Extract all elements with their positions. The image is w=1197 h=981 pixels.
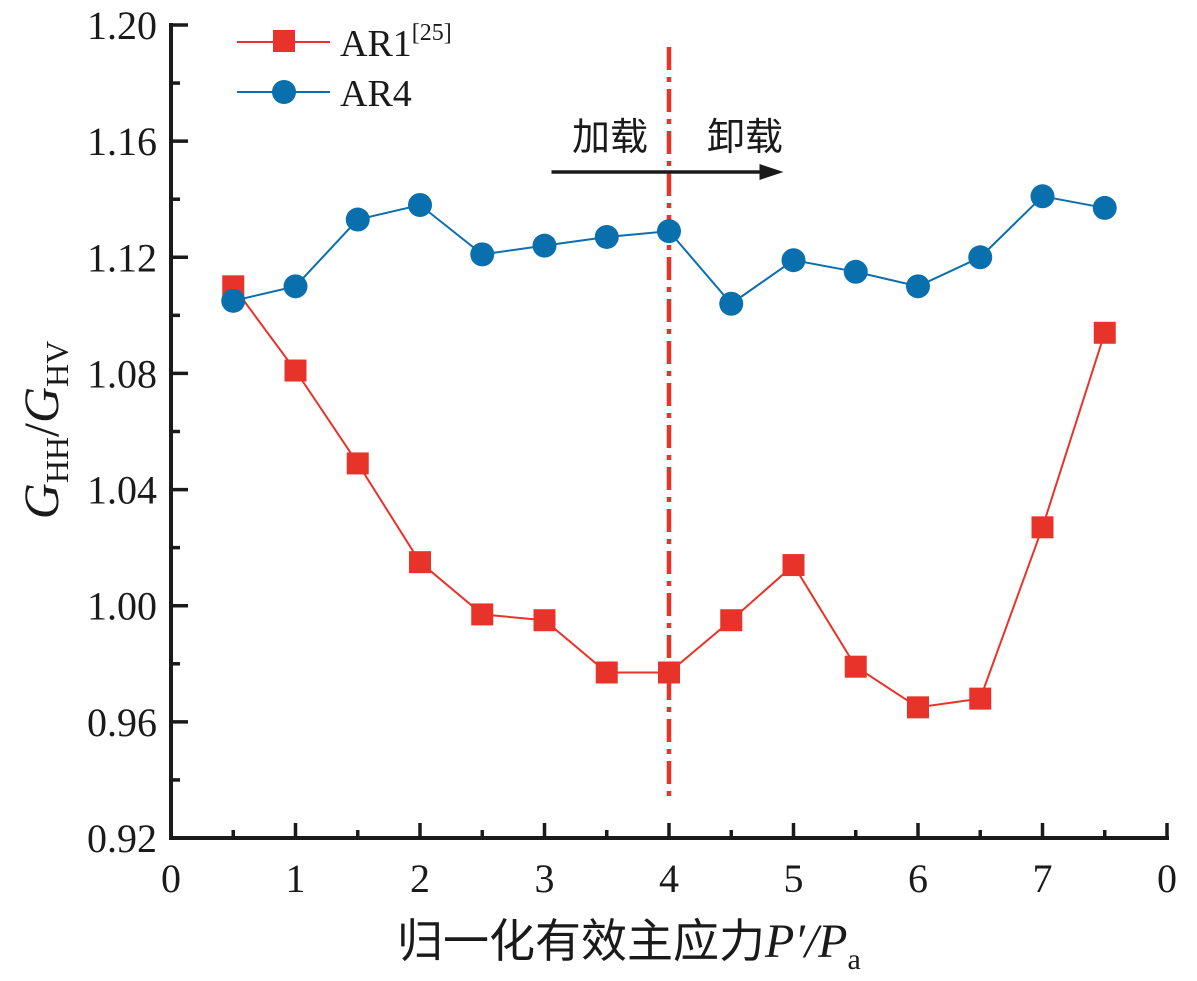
x-tick-label: 2 (410, 856, 430, 901)
data-point-ar1 (720, 609, 743, 632)
y-label-slash: / (13, 423, 69, 437)
y-tick-label: 0.92 (87, 816, 157, 861)
data-point-ar4 (221, 288, 246, 313)
legend-label-ar1-sup: [25] (412, 20, 452, 46)
data-point-ar1 (533, 609, 556, 632)
y-label-num: G (13, 483, 69, 519)
data-point-ar1 (969, 687, 992, 710)
annotations: 加载 卸载 (551, 47, 784, 803)
data-point-ar1 (595, 661, 618, 684)
data-point-ar1 (471, 603, 494, 626)
x-tick-label: 5 (784, 856, 804, 901)
data-point-ar4 (719, 291, 744, 316)
x-label-text: 归一化有效主应力 (397, 914, 765, 968)
y-tick-label: 1.08 (87, 351, 157, 396)
y-label-den: G (13, 387, 69, 423)
data-point-ar1 (1031, 516, 1054, 539)
y-tick-label: 1.12 (87, 235, 157, 280)
legend-item-ar1: AR1[25] (237, 20, 452, 65)
data-point-ar1 (409, 551, 431, 574)
data-point-ar4 (968, 245, 993, 270)
x-label-var: P′/P (764, 915, 847, 968)
y-label-den-sub: HV (39, 341, 75, 387)
x-tick-label: 1 (286, 856, 306, 901)
legend-item-ar4: AR4 (237, 73, 412, 115)
legend-label-ar1-name: AR1 (340, 23, 412, 65)
legend-marker-ar1 (273, 30, 295, 52)
ticks (169, 23, 1169, 840)
direction-arrow-head (759, 164, 784, 180)
x-tick-label: 7 (1033, 856, 1053, 901)
data-point-ar4 (843, 259, 868, 284)
y-label-num-sub: HH (39, 437, 75, 483)
y-tick-label: 1.20 (87, 3, 157, 48)
data-point-ar1 (1093, 321, 1116, 344)
data-point-ar4 (470, 242, 495, 267)
data-point-ar4 (594, 224, 619, 249)
y-axis-label: GHH/GHV (13, 341, 75, 520)
legend: AR1[25] AR4 (237, 20, 452, 115)
data-point-ar1 (907, 696, 929, 719)
data-point-ar4 (906, 274, 930, 299)
x-tick-label: 3 (535, 856, 555, 901)
legend-label-ar1: AR1[25] (340, 20, 452, 65)
unloading-label: 卸载 (707, 115, 783, 159)
data-point-ar4 (781, 248, 806, 273)
data-point-ar4 (283, 274, 308, 299)
legend-label-ar4: AR4 (340, 73, 412, 115)
x-tick-label: 0 (1157, 856, 1177, 901)
x-label-sub: a (847, 943, 860, 976)
data-point-ar4 (532, 233, 557, 258)
data-point-ar1 (284, 359, 307, 382)
data-point-ar4 (657, 219, 681, 244)
data-point-ar4 (408, 193, 432, 218)
data-point-ar1 (658, 661, 680, 684)
legend-marker-ar4 (272, 80, 296, 104)
x-axis-label: 归一化有效主应力P′/Pa (397, 914, 861, 976)
data-point-ar4 (1030, 184, 1055, 209)
data-point-ar4 (345, 207, 370, 232)
y-tick-label: 1.04 (87, 468, 157, 513)
loading-label: 加载 (572, 115, 648, 159)
data-point-ar1 (782, 554, 805, 577)
series-markers (221, 184, 1117, 719)
x-tick-label: 0 (161, 856, 181, 901)
x-tick-label: 6 (908, 856, 928, 901)
y-tick-label: 0.96 (87, 700, 157, 745)
data-point-ar4 (1092, 195, 1117, 220)
tick-labels: 0.92 0.96 1.00 1.04 1.08 1.12 1.16 1.20 0 1 2 3 4 5 6 7… (87, 3, 1177, 901)
data-point-ar1 (844, 655, 867, 678)
y-tick-label: 1.00 (87, 584, 157, 629)
data-point-ar1 (346, 452, 369, 475)
y-tick-label: 1.16 (87, 119, 157, 164)
x-tick-label: 4 (659, 856, 679, 901)
y-axis-label-text: GHH/GHV (13, 341, 75, 520)
